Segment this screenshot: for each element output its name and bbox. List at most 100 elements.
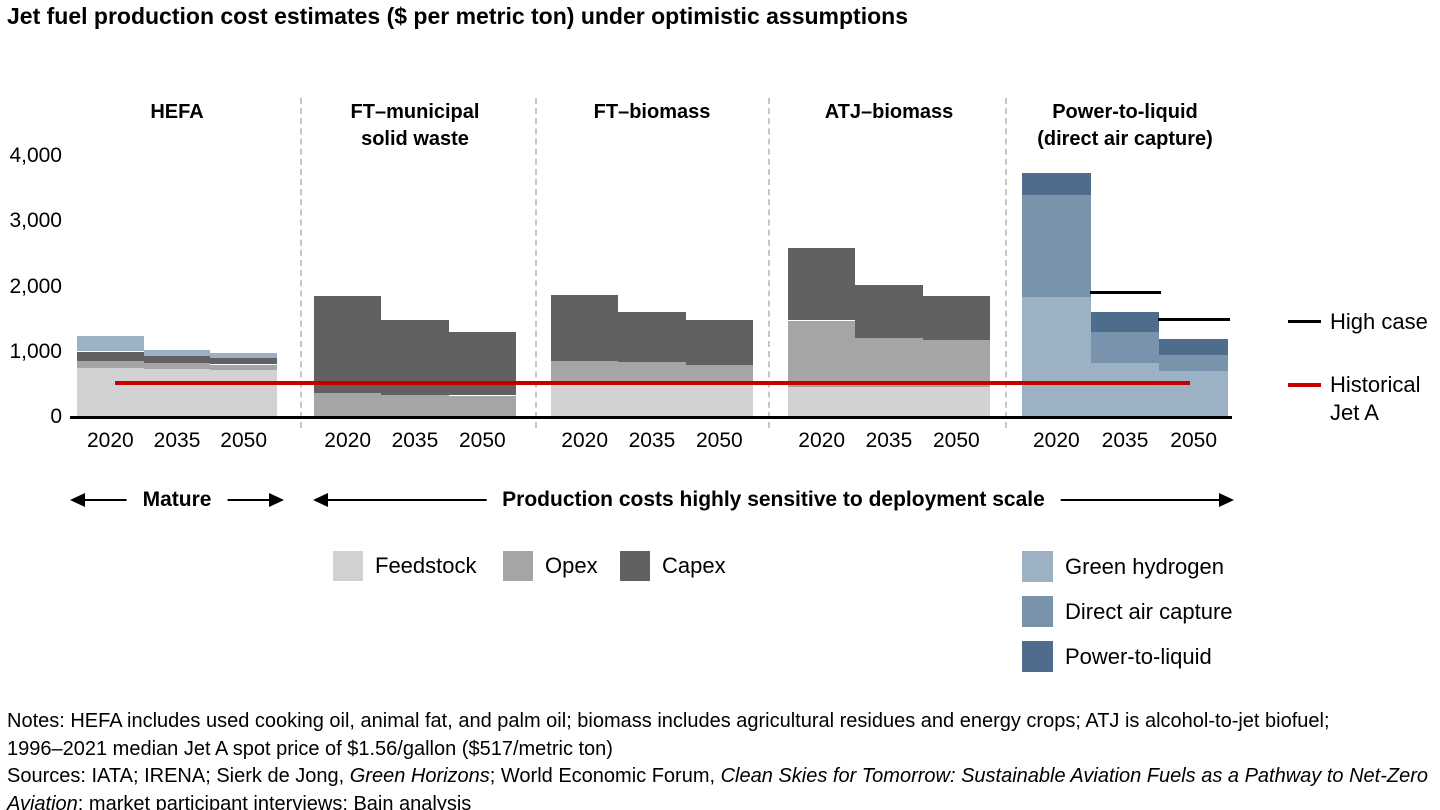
bar-segment-green_hydrogen [1090, 362, 1160, 417]
bar-segment-power_to_liquid [1022, 173, 1091, 196]
panel-separator [768, 98, 770, 428]
x-tick-label: 2050 [1170, 429, 1217, 452]
bar-segment-opex [788, 320, 856, 387]
bar-segment-capex [77, 351, 144, 361]
bar-segment-capex [618, 311, 686, 363]
mature-label: Mature [126, 486, 228, 514]
high-case-line [1158, 318, 1230, 322]
high-case-line-swatch [1288, 320, 1321, 323]
bar-segment-green_hydrogen [77, 335, 144, 352]
x-tick-label: 2020 [324, 429, 371, 452]
legend-label-capex: Capex [662, 553, 726, 578]
x-tick-label: 2035 [153, 429, 201, 452]
bar-segment-direct_air_capture [1022, 195, 1091, 297]
bar-segment-opex [314, 392, 382, 417]
notes-run: Sources: IATA; IRENA; Sierk de Jong, [7, 765, 350, 787]
panel-header-line: (direct air capture) [1037, 128, 1213, 150]
legend-label-green_hydrogen: Green hydrogen [1065, 554, 1224, 579]
bar-segment-opex [448, 395, 516, 417]
bar-segment-capex [210, 358, 277, 365]
bar-segment-capex [448, 331, 516, 396]
high-case-legend-label: High case [1330, 309, 1428, 334]
x-tick-label: 2020 [798, 429, 845, 452]
bar-segment-opex [685, 364, 753, 383]
bar-segment-green_hydrogen [1022, 296, 1091, 417]
bar-segment-direct_air_capture [1090, 331, 1160, 363]
x-tick-label: 2050 [458, 429, 506, 452]
notes-run-italic: Green Horizons [349, 765, 490, 787]
x-tick-label: 2035 [865, 429, 913, 452]
bar-segment-capex [314, 296, 382, 393]
legend-label-feedstock: Feedstock [375, 553, 477, 578]
notes-run: ; market participant interviews; Bain an… [77, 792, 472, 810]
panel-header-line: FT–biomass [593, 101, 711, 123]
legend-swatch-power_to_liquid [1022, 641, 1053, 672]
panel-separator [300, 98, 302, 428]
x-axis-line [70, 416, 1232, 419]
panel-header-line: solid waste [361, 128, 469, 150]
bar-segment-opex [922, 340, 990, 387]
bar-segment-opex [143, 362, 211, 370]
bar-segment-feedstock [685, 382, 753, 417]
bar-segment-feedstock [143, 369, 211, 417]
bar-segment-feedstock [922, 386, 990, 417]
notes-line: Notes: HEFA includes used cooking oil, a… [7, 708, 1437, 736]
bar-segment-feedstock [855, 386, 923, 417]
bar-segment-opex [551, 360, 619, 382]
arrow-left-icon [313, 493, 328, 507]
bar-segment-green_hydrogen [1159, 370, 1228, 417]
bar-segment-capex [788, 248, 856, 321]
notes-run: ; World Economic Forum, [489, 765, 721, 787]
historical-line-swatch [1288, 383, 1321, 387]
bar-segment-opex [381, 394, 449, 417]
notes-run-italic: Aviation [7, 792, 78, 810]
arrow-right-icon [269, 493, 284, 507]
x-tick-label: 2050 [932, 429, 980, 452]
panel-header: Power-to-liquid (direct air capture) [977, 99, 1273, 153]
legend-swatch-capex [620, 551, 650, 581]
historical-legend-label: Historical Jet A [1330, 372, 1421, 425]
bar-segment-opex [210, 364, 277, 370]
legend-swatch-direct_air_capture [1022, 596, 1053, 627]
legend-swatch-green_hydrogen [1022, 551, 1053, 582]
panel-header: FT–municipal solid waste [269, 99, 561, 153]
y-axis-tick-label: 1,000 [9, 339, 62, 363]
legend-swatch-feedstock [333, 551, 363, 581]
legend-label-power_to_liquid: Power-to-liquid [1065, 644, 1212, 669]
mature-annotation: Mature [70, 486, 284, 514]
x-tick-label: 2020 [1032, 429, 1080, 452]
notes-text: Notes: HEFA includes used cooking oil, a… [7, 708, 1437, 810]
bar-segment-power_to_liquid [1090, 312, 1160, 332]
notes-line: 1996–2021 median Jet A spot price of $1.… [7, 736, 1437, 764]
bar-segment-capex [855, 285, 923, 338]
notes-run-italic: Clean Skies for Tomorrow: Sustainable Av… [720, 765, 1428, 787]
arrow-left-icon [70, 493, 85, 507]
bar-segment-feedstock [77, 368, 144, 417]
panel-header-line: ATJ–biomass [824, 101, 954, 123]
x-tick-label: 2035 [628, 429, 676, 452]
legend-label-opex: Opex [545, 553, 598, 578]
x-tick-label: 2050 [695, 429, 743, 452]
bar-segment-feedstock [788, 386, 856, 417]
chart-title: Jet fuel production cost estimates ($ pe… [7, 3, 908, 29]
panel-header-line: HEFA [150, 101, 204, 123]
bar-segment-green_hydrogen [210, 353, 277, 359]
bar-segment-opex [855, 337, 923, 387]
x-tick-label: 2035 [391, 429, 439, 452]
legend-label-direct_air_capture: Direct air capture [1065, 599, 1233, 624]
notes-line: Sources: IATA; IRENA; Sierk de Jong, Gre… [7, 763, 1437, 791]
notes-line: Aviation; market participant interviews;… [7, 791, 1437, 810]
bar-segment-capex [143, 356, 211, 363]
bar-segment-power_to_liquid [1159, 339, 1228, 355]
scale-label: Production costs highly sensitive to dep… [486, 486, 1061, 514]
panel-header-line: Power-to-liquid [1052, 101, 1198, 123]
x-tick-label: 2050 [220, 429, 267, 452]
bar-segment-direct_air_capture [1159, 355, 1228, 371]
bar-segment-capex [551, 295, 619, 361]
bar-segment-feedstock [551, 381, 619, 417]
panel-header: FT–biomass [506, 99, 798, 126]
arrow-right-icon [1219, 493, 1234, 507]
panel-header: HEFA [32, 99, 322, 126]
